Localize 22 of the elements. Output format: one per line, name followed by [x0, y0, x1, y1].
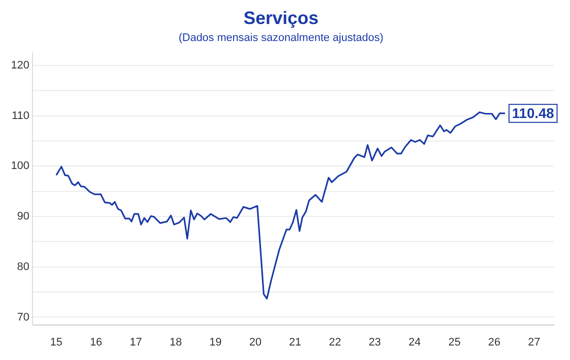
x-tick-label: 24: [408, 336, 421, 348]
y-tick-label: 120: [10, 59, 30, 72]
x-tick-label: 26: [488, 336, 500, 348]
x-tick-label: 23: [368, 336, 381, 348]
y-tick-label: 90: [17, 210, 30, 223]
x-tick-label: 15: [50, 336, 62, 348]
chart-title: Serviços: [243, 8, 319, 28]
chart-subtitle: (Dados mensais sazonalmente ajustados): [178, 32, 384, 44]
x-tick-label: 19: [209, 336, 222, 348]
x-tick-label: 25: [448, 336, 461, 348]
x-tick-label: 21: [289, 336, 302, 348]
y-tick-label: 70: [17, 311, 30, 324]
x-tick-label: 27: [528, 336, 540, 348]
x-tick-label: 17: [130, 336, 142, 348]
x-tick-label: 18: [170, 336, 182, 348]
annotation: 110.48: [512, 105, 554, 122]
y-tick-label: 100: [10, 160, 30, 172]
x-tick-label: 22: [328, 336, 342, 348]
y-tick-label: 110: [12, 110, 30, 122]
x-tick-label: 16: [90, 336, 102, 348]
x-tick-label: 20: [249, 336, 262, 348]
y-tick-label: 80: [17, 260, 30, 273]
